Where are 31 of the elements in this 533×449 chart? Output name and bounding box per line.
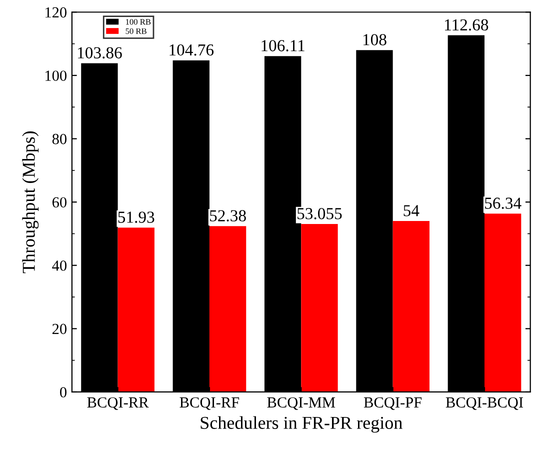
data-label: 53.055: [298, 208, 342, 220]
x-tick-label: BCQI-RR: [87, 397, 149, 410]
data-label: 106.11: [262, 40, 304, 52]
y-tick-label: 0: [60, 387, 67, 398]
y-tick-label: 60: [52, 197, 67, 208]
data-label: 56.34: [485, 198, 522, 209]
x-tick-label: BCQI-PF: [364, 397, 422, 410]
bar: [392, 221, 430, 392]
data-label: 112.68: [445, 19, 488, 31]
data-label: 51.93: [118, 212, 154, 223]
data-label: 108: [363, 34, 386, 46]
bar: [301, 224, 338, 392]
y-tick-label: 120: [46, 7, 67, 18]
x-tick-label: BCQI-BCQI: [446, 397, 524, 410]
x-tick-label: BCQI-MM: [267, 397, 336, 410]
y-tick-label: 80: [52, 134, 67, 144]
data-label: 103.86: [78, 47, 122, 59]
bar: [484, 214, 522, 392]
x-tick-label: BCQI-RF: [180, 397, 240, 410]
y-axis-title: Throughput (Mbps): [22, 131, 39, 274]
bar: [118, 228, 154, 392]
legend-label: 100 RB: [126, 19, 151, 25]
data-label: 104.76: [170, 44, 214, 56]
x-axis-title: Schedulers in FR-PR region: [200, 416, 402, 433]
bar: [209, 226, 246, 392]
y-tick-label: 100: [46, 70, 67, 81]
data-label: 54: [404, 205, 420, 216]
y-tick-label: 20: [52, 324, 67, 334]
y-tick-label: 40: [52, 260, 67, 271]
legend-label: 50 RB: [126, 28, 146, 34]
data-label: 52.38: [210, 210, 246, 222]
